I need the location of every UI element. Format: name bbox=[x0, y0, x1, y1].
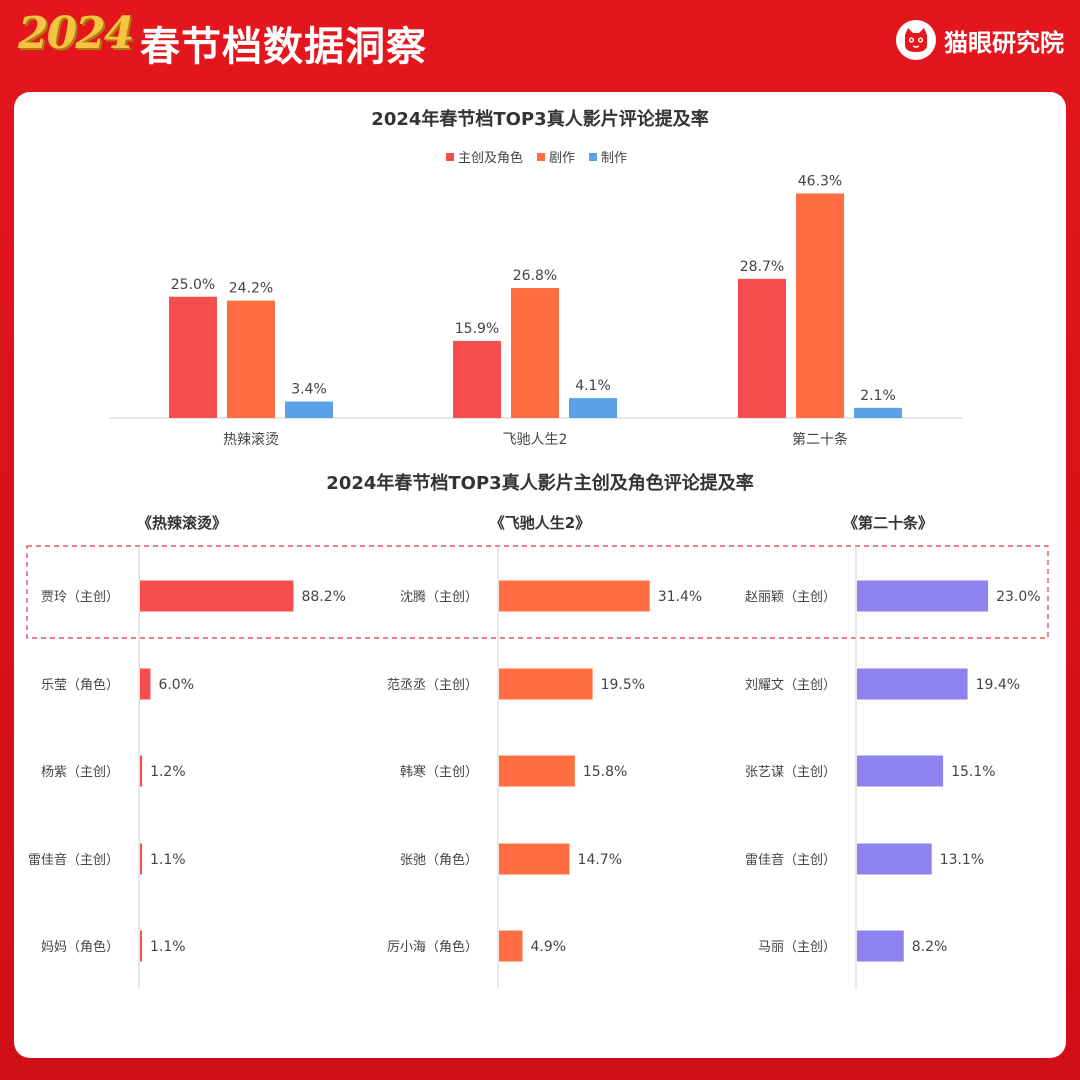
bar-2-1 bbox=[453, 340, 501, 418]
hbar-value-3-4: 13.1% bbox=[940, 852, 984, 868]
person-label-1-3: 杨紫（主创） bbox=[41, 765, 119, 780]
hbar-value-2-5: 4.9% bbox=[531, 939, 567, 955]
data-label-1-1: 25.0% bbox=[171, 277, 215, 293]
x-tick-label-2: 飞驰人生2 bbox=[503, 432, 568, 448]
hbar-value-2-2: 19.5% bbox=[601, 677, 645, 693]
legend-label-2: 剧作 bbox=[549, 151, 575, 166]
hbar-1-2 bbox=[140, 668, 151, 700]
hbar-2-4 bbox=[499, 843, 570, 875]
x-tick-label-3: 第二十条 bbox=[792, 431, 848, 448]
hbar-value-2-4: 14.7% bbox=[578, 852, 622, 868]
data-label-2-2: 26.8% bbox=[513, 268, 557, 284]
bar-3-1 bbox=[738, 278, 786, 418]
person-label-2-3: 韩寒（主创） bbox=[400, 764, 478, 780]
hbar-value-1-4: 1.1% bbox=[150, 852, 186, 868]
legend-swatch-3 bbox=[589, 153, 597, 161]
data-label-2-1: 15.9% bbox=[455, 321, 499, 337]
hbar-value-1-2: 6.0% bbox=[158, 677, 194, 693]
hbar-3-1 bbox=[857, 580, 989, 612]
bar-3-3 bbox=[854, 407, 902, 418]
person-label-1-1: 贾玲（主创） bbox=[41, 590, 119, 605]
brand: 猫眼研究院 bbox=[896, 18, 1064, 62]
hbar-3-3 bbox=[857, 755, 944, 787]
hbar-2-1 bbox=[499, 580, 650, 612]
hbar-3-2 bbox=[857, 668, 968, 700]
hbar-3-5 bbox=[857, 930, 904, 962]
data-label-1-2: 24.2% bbox=[229, 281, 273, 297]
bar-1-2 bbox=[227, 300, 275, 418]
bar-1-3 bbox=[285, 401, 333, 418]
film-title-1: 《热辣滚烫》 bbox=[137, 514, 227, 532]
person-label-3-1: 赵丽颖（主创） bbox=[745, 590, 836, 605]
person-label-1-2: 乐莹（角色） bbox=[41, 677, 119, 693]
hbar-2-5 bbox=[499, 930, 523, 962]
bar-2-3 bbox=[569, 398, 617, 418]
hbar-value-3-3: 15.1% bbox=[951, 764, 995, 780]
hbar-3-4 bbox=[857, 843, 932, 875]
film-title-3: 《第二十条》 bbox=[843, 514, 933, 532]
hbar-value-1-5: 1.1% bbox=[150, 939, 186, 955]
hbar-1-4 bbox=[140, 843, 142, 875]
cat-logo-icon bbox=[896, 20, 936, 60]
person-label-1-4: 雷佳音（主创） bbox=[28, 852, 119, 868]
hbar-1-3 bbox=[140, 755, 143, 787]
data-label-3-2: 46.3% bbox=[798, 173, 842, 189]
hbar-value-1-3: 1.2% bbox=[150, 764, 186, 780]
x-tick-label-1: 热辣滚烫 bbox=[223, 431, 279, 448]
hbar-value-3-5: 8.2% bbox=[912, 939, 948, 955]
legend-label-1: 主创及角色 bbox=[458, 150, 523, 166]
year-logo: 2024 bbox=[18, 8, 134, 59]
content-card: 2024年春节档TOP3真人影片评论提及率主创及角色 剧作 制作 25.0% 24.2%… bbox=[14, 92, 1066, 1058]
header-title: 春节档数据洞察 bbox=[140, 24, 427, 70]
bar-1-1 bbox=[169, 296, 217, 418]
hbar-value-1-1: 88.2% bbox=[301, 589, 345, 605]
person-label-3-4: 雷佳音（主创） bbox=[745, 852, 836, 868]
person-label-2-1: 沈腾（主创） bbox=[400, 589, 478, 605]
data-label-3-1: 28.7% bbox=[740, 259, 784, 275]
data-label-3-3: 2.1% bbox=[860, 388, 896, 404]
hbar-value-2-1: 31.4% bbox=[658, 589, 702, 605]
hbar-2-2 bbox=[499, 668, 593, 700]
person-label-3-2: 刘耀文（主创） bbox=[745, 678, 836, 693]
hbar-value-2-3: 15.8% bbox=[583, 764, 627, 780]
hbar-1-5 bbox=[140, 930, 142, 962]
legend-swatch-2 bbox=[537, 153, 545, 161]
data-label-2-3: 4.1% bbox=[575, 378, 611, 394]
film-title-2: 《飞驰人生2》 bbox=[490, 514, 590, 532]
brand-name: 猫眼研究院 bbox=[944, 28, 1064, 57]
chart1-title: 2024年春节档TOP3真人影片评论提及率 bbox=[371, 108, 708, 130]
person-label-2-5: 厉小海（角色） bbox=[387, 939, 478, 955]
hbar-value-3-1: 23.0% bbox=[996, 589, 1040, 605]
highlight-box bbox=[26, 545, 1049, 639]
person-label-2-4: 张弛（角色） bbox=[400, 852, 478, 868]
hbar-2-3 bbox=[499, 755, 575, 787]
hbar-1-1 bbox=[140, 580, 294, 612]
person-label-2-2: 范丞丞（主创） bbox=[387, 678, 478, 693]
legend-swatch-1 bbox=[446, 153, 454, 161]
chart2-title: 2024年春节档TOP3真人影片主创及角色评论提及率 bbox=[326, 472, 753, 494]
person-label-3-5: 马丽（主创） bbox=[758, 940, 836, 955]
bar-3-2 bbox=[796, 193, 844, 418]
person-label-3-3: 张艺谋（主创） bbox=[745, 765, 836, 780]
header: 2024 春节档数据洞察 猫眼研究院 bbox=[0, 0, 1080, 90]
legend-label-3: 制作 bbox=[601, 151, 627, 166]
hbar-value-3-2: 19.4% bbox=[976, 677, 1020, 693]
person-label-1-5: 妈妈（角色） bbox=[41, 939, 119, 955]
data-label-1-3: 3.4% bbox=[291, 382, 327, 398]
bar-2-2 bbox=[511, 288, 559, 418]
